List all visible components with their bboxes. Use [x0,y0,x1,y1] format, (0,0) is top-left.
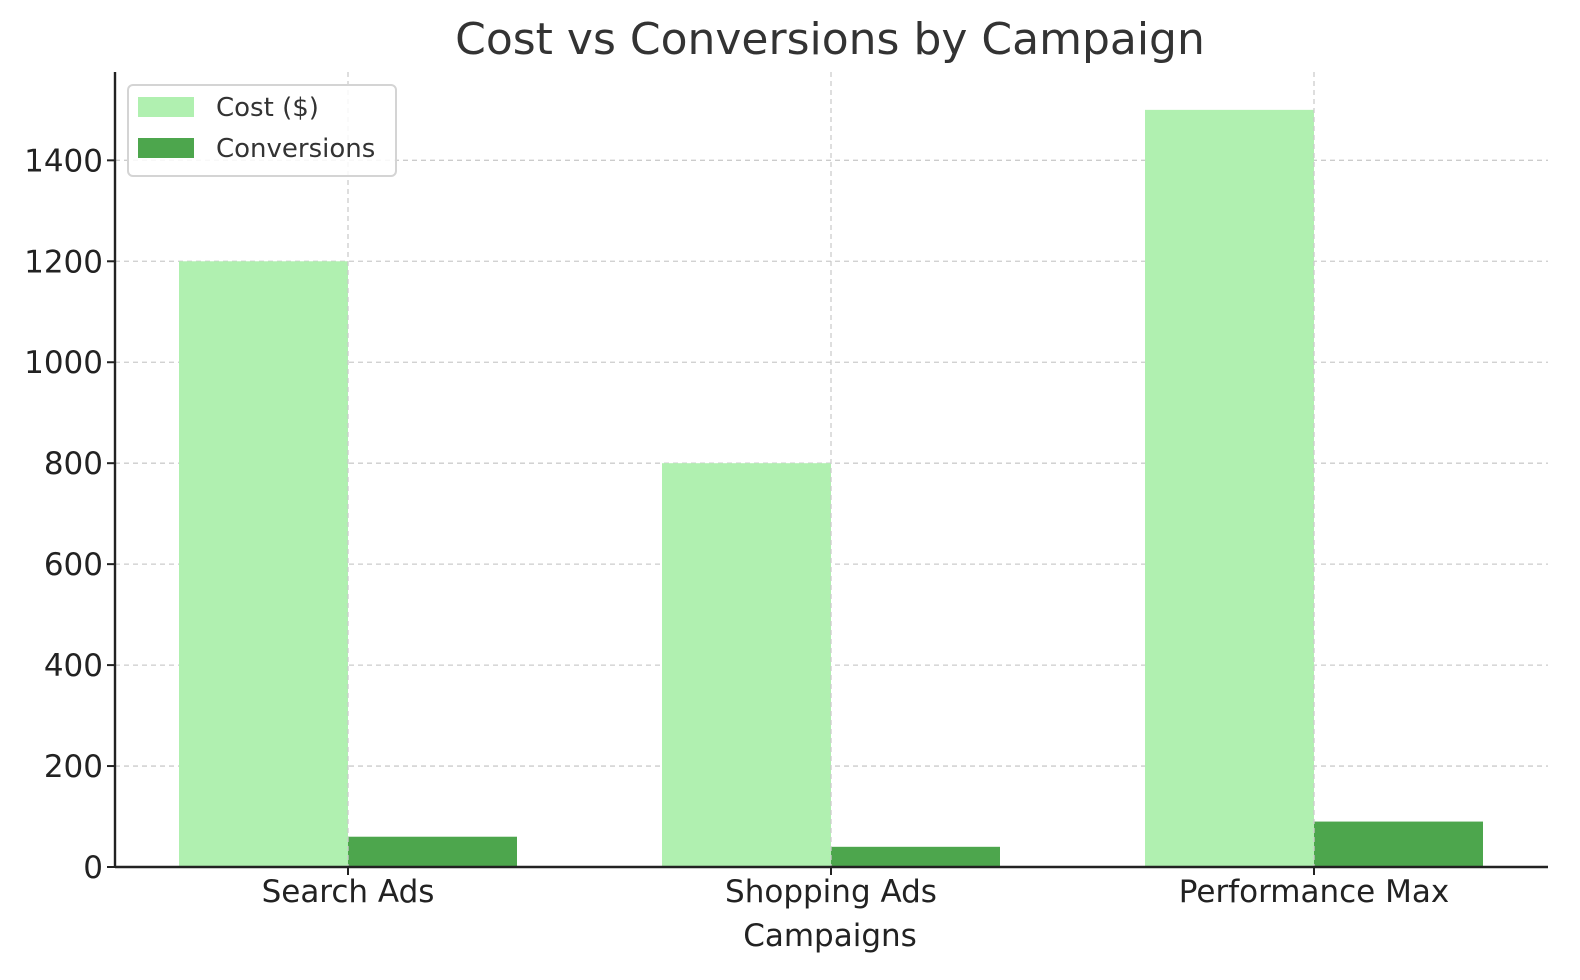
legend-swatch [138,97,194,117]
x-tick-label: Performance Max [1179,874,1449,910]
y-tick-label: 800 [44,446,103,482]
y-tick-label: 400 [44,648,103,684]
vertical-grid [347,72,1315,867]
legend-label: Cost ($) [216,93,319,123]
x-ticks: Search Ads Shopping Ads Performance Max [262,867,1449,910]
x-axis-label: Campaigns [743,918,917,954]
y-tick-label: 0 [83,850,103,886]
bar-cost-2 [1145,109,1314,868]
bars [179,109,1483,868]
y-tick-label: 600 [44,547,103,583]
legend: Cost ($) Conversions [127,84,397,177]
y-tick-label: 1200 [24,244,103,280]
y-ticks: 0 200 400 600 800 1000 1200 1400 [24,143,115,886]
bar-cost-1 [662,463,831,867]
bar-conversions-1 [831,846,1000,867]
legend-swatch [138,138,194,158]
bar-conversions-2 [1314,821,1483,867]
y-tick-label: 1000 [24,345,103,381]
bar-conversions-0 [348,836,517,867]
x-tick-label: Shopping Ads [725,874,937,910]
x-tick-label: Search Ads [262,874,435,910]
y-tick-label: 200 [44,749,103,785]
legend-box [127,84,397,177]
chart-title: Cost vs Conversions by Campaign [455,14,1205,65]
y-tick-label: 1400 [24,143,103,179]
legend-label: Conversions [216,134,375,164]
bar-cost-0 [179,261,348,867]
